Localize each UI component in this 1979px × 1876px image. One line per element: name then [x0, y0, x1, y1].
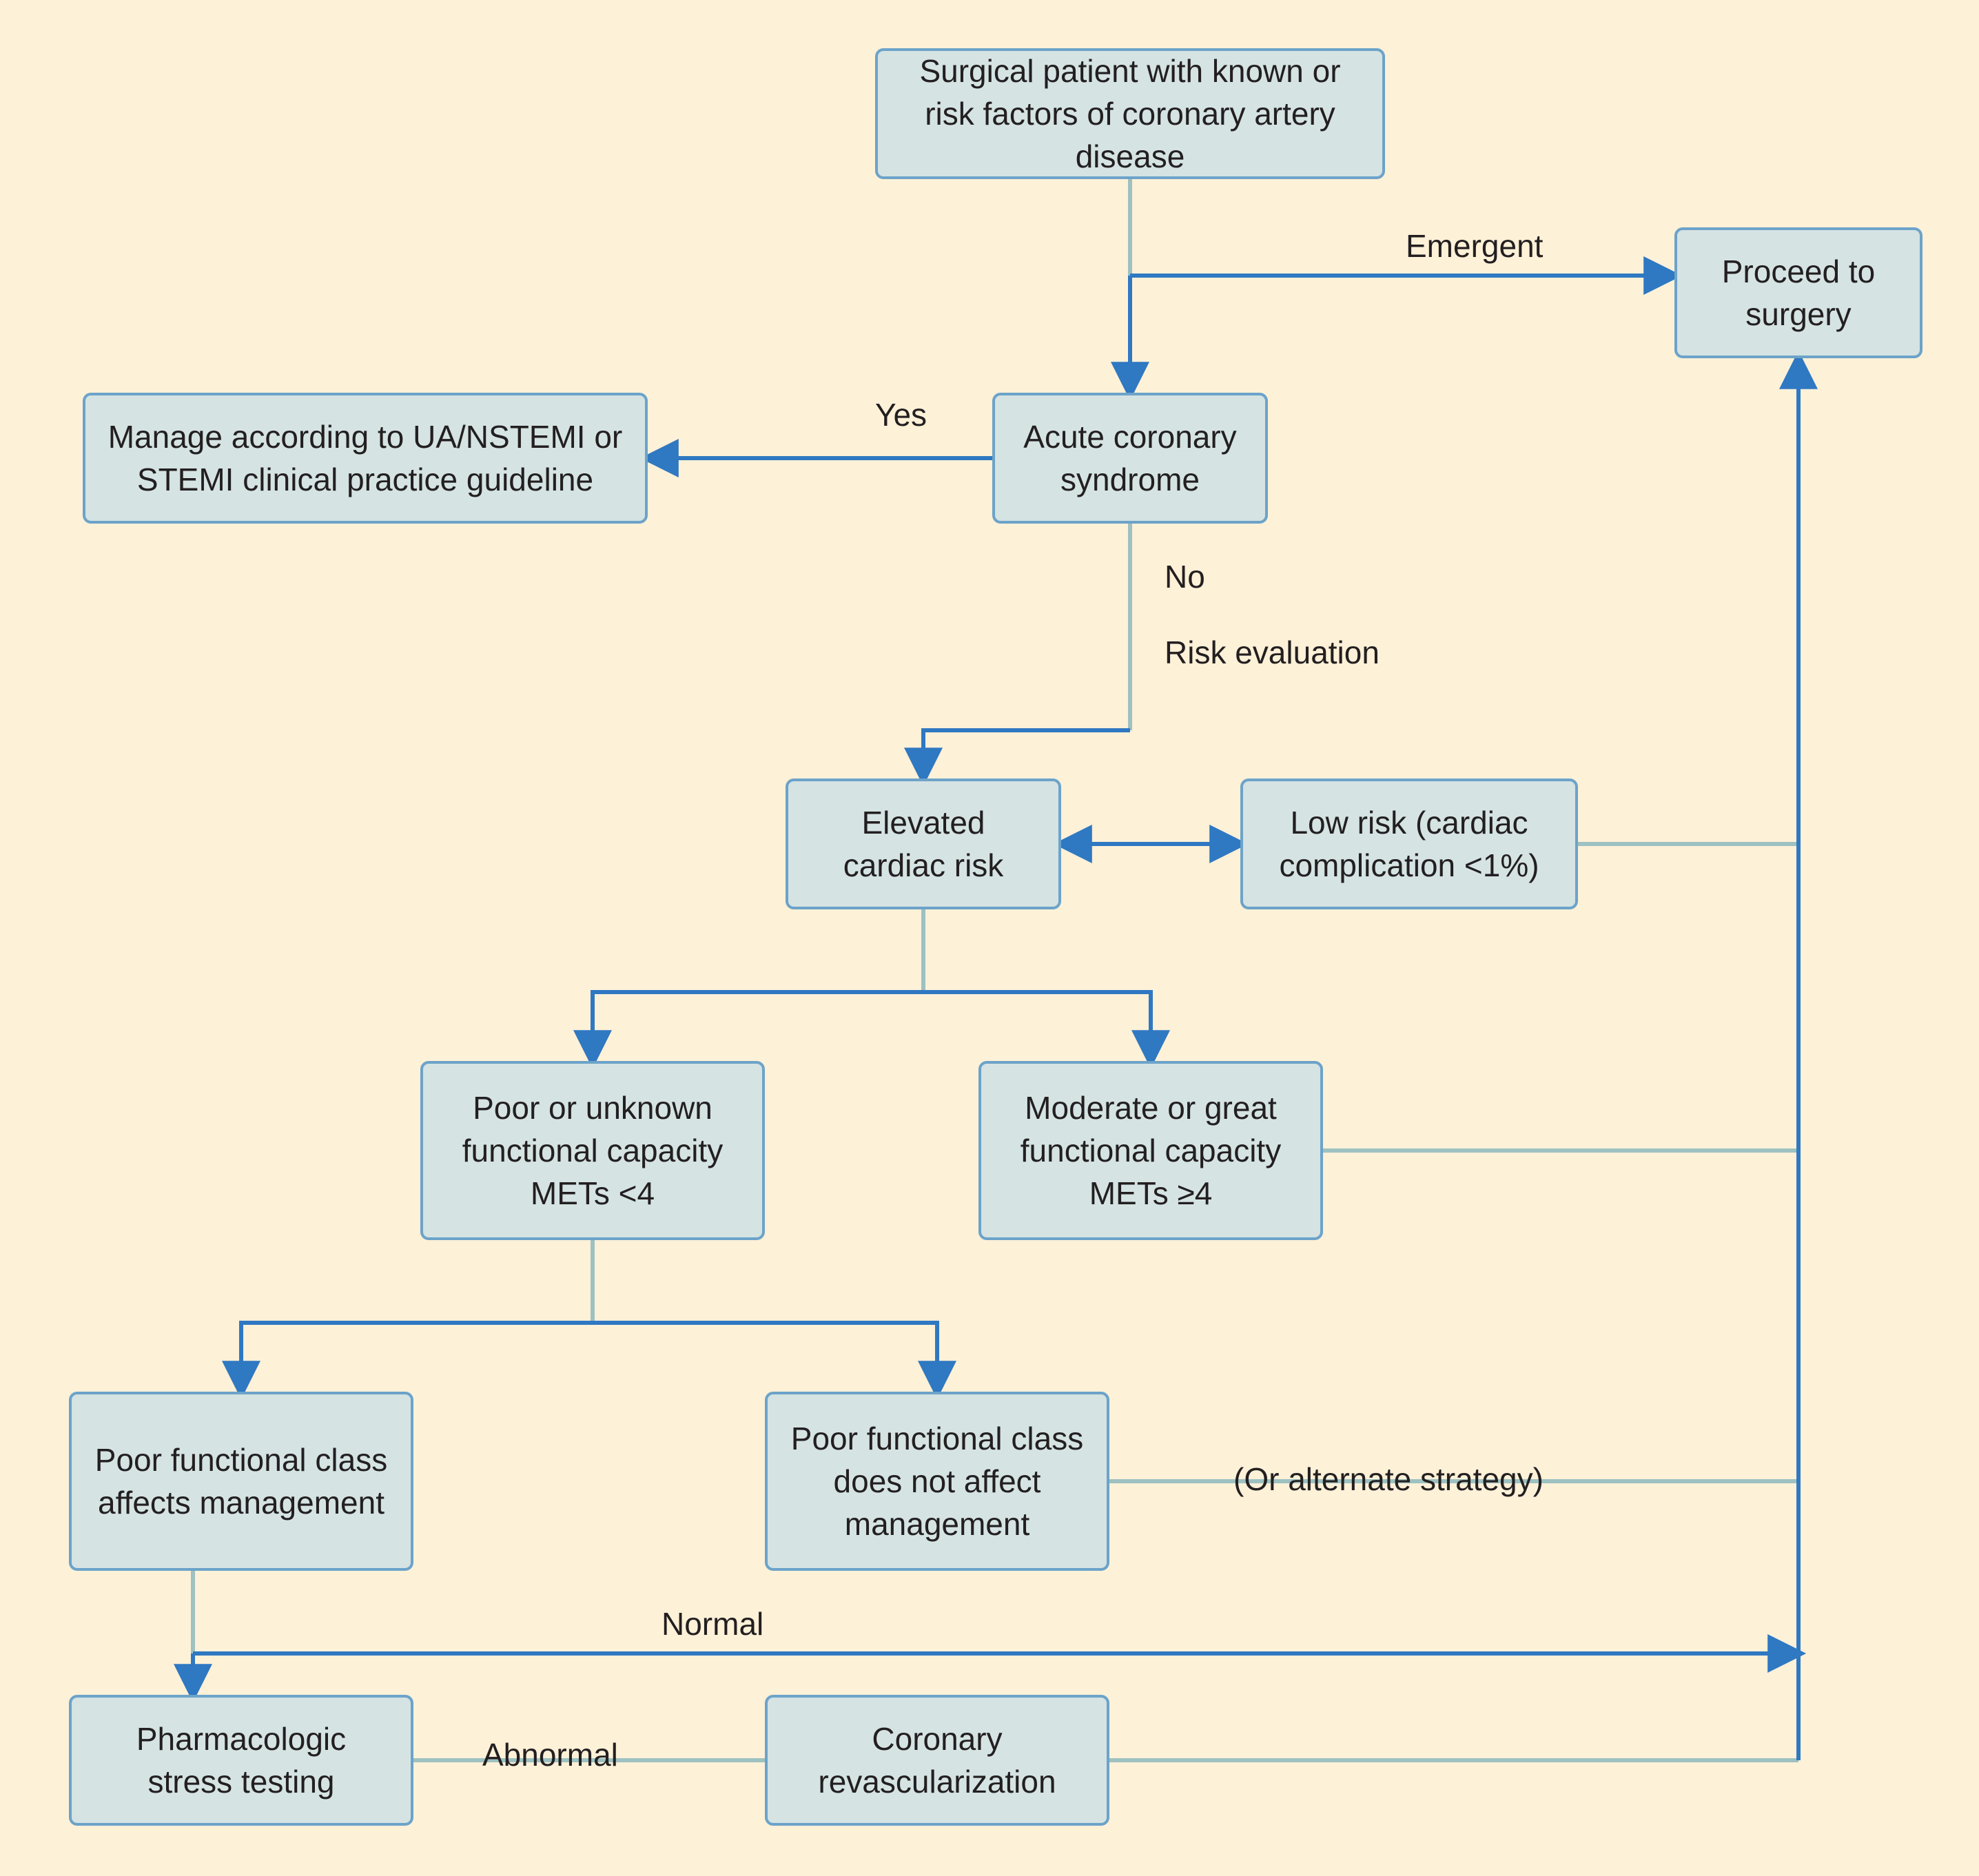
label-altstrat: (Or alternate strategy) [1233, 1461, 1544, 1498]
node-start: Surgical patient with known or risk fact… [875, 48, 1385, 179]
node-noaffect: Poor functional class does not affect ma… [765, 1392, 1109, 1571]
edge [593, 1323, 937, 1392]
label-yes: Yes [875, 396, 927, 433]
node-manage: Manage according to UA/NSTEMI or STEMI c… [83, 393, 648, 524]
label-riskeval: Risk evaluation [1165, 634, 1380, 671]
node-lowrisk: Low risk (cardiac complication <1%) [1240, 779, 1578, 909]
flowchart-canvas: Surgical patient with known or risk fact… [0, 0, 1979, 1876]
label-no: No [1165, 558, 1205, 595]
label-emergent: Emergent [1406, 227, 1543, 265]
node-stress: Pharmacologic stress testing [69, 1695, 413, 1826]
edge [923, 730, 1130, 779]
edge [923, 992, 1151, 1061]
label-normal: Normal [662, 1605, 763, 1642]
node-acs: Acute coronary syndrome [992, 393, 1268, 524]
node-revasc: Coronary revascularization [765, 1695, 1109, 1826]
node-elevated: Elevated cardiac risk [786, 779, 1061, 909]
node-affects: Poor functional class affects management [69, 1392, 413, 1571]
edge [241, 1323, 593, 1392]
label-abnormal: Abnormal [482, 1736, 618, 1773]
edge [593, 992, 923, 1061]
node-modcap: Moderate or great functional capacity ME… [978, 1061, 1323, 1240]
node-proceed: Proceed to surgery [1674, 227, 1922, 358]
node-poorcap: Poor or unknown functional capacity METs… [420, 1061, 765, 1240]
